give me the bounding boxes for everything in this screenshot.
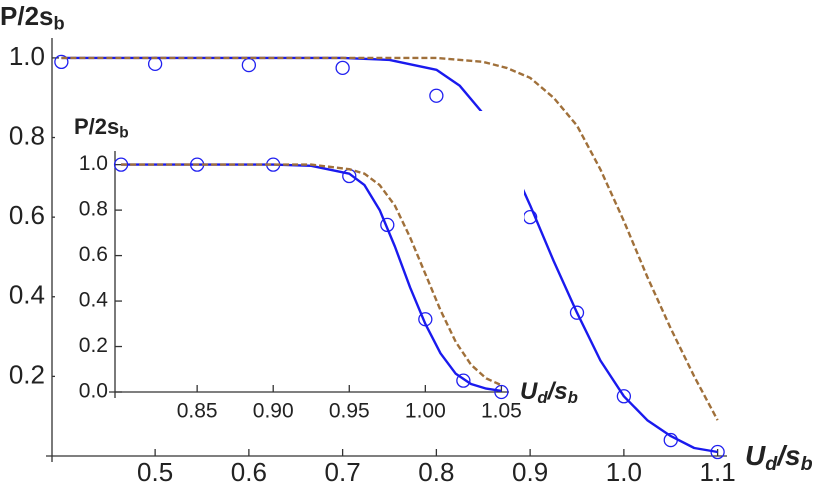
data-point bbox=[429, 88, 444, 103]
x-tick-label: 1.00 bbox=[405, 400, 446, 423]
x-axis-label-part: b bbox=[801, 453, 813, 475]
x-tick-label: 0.90 bbox=[253, 400, 294, 423]
x-tick-label: 0.85 bbox=[177, 400, 218, 423]
y-tick-label: 0.8 bbox=[9, 120, 45, 150]
y-tick-label: 1.0 bbox=[9, 41, 45, 71]
data-point bbox=[241, 57, 257, 73]
x-tick-label: 0.7 bbox=[325, 457, 361, 487]
x-axis-label: Ud/sb bbox=[520, 378, 578, 407]
x-tick-label: 0.5 bbox=[137, 457, 173, 487]
y-axis-label: P/2sb bbox=[0, 1, 65, 33]
y-tick-label: 1.0 bbox=[79, 152, 108, 175]
data-point bbox=[335, 60, 350, 76]
x-axis-label: Ud/sb bbox=[745, 440, 813, 475]
y-tick-label: 0.6 bbox=[79, 243, 108, 266]
x-axis-label-part: b bbox=[568, 388, 578, 407]
panel: 0.2 0.4 0.6 0.8 1.0 0.5 0.6 0.7 0.8 0.9 1.0 1.1 P/2s… bbox=[0, 1, 813, 487]
x-axis-label-part: /s bbox=[547, 378, 568, 405]
x-tick-label: 0.8 bbox=[418, 457, 454, 487]
x-tick-label: 0.6 bbox=[231, 457, 267, 487]
x-axis-label-part: /s bbox=[775, 440, 800, 471]
y-axis-label-sub: b bbox=[119, 125, 128, 142]
y-tick-label: 0.4 bbox=[9, 280, 45, 310]
y-axis-label-sub: b bbox=[54, 13, 65, 33]
y-tick-label: 0.4 bbox=[79, 289, 109, 312]
y-tick-label: 0.0 bbox=[79, 380, 108, 403]
x-axis-label-part: U bbox=[745, 440, 766, 471]
curve bbox=[121, 163, 502, 387]
x-axis-label-part: d bbox=[537, 388, 548, 407]
y-tick-label: 0.8 bbox=[79, 198, 108, 221]
y-tick-label: 0.6 bbox=[9, 200, 45, 230]
data-point bbox=[54, 54, 69, 70]
data-point bbox=[494, 384, 509, 400]
curve bbox=[61, 56, 719, 421]
y-tick-label: 0.2 bbox=[79, 334, 108, 357]
x-tick-label: 1.1 bbox=[700, 457, 736, 487]
x-tick-label: 0.9 bbox=[512, 457, 548, 487]
data-point bbox=[616, 389, 632, 404]
data-point bbox=[147, 56, 163, 72]
x-tick-label: 1.0 bbox=[606, 457, 642, 487]
x-tick-label: 0.95 bbox=[329, 400, 370, 423]
x-axis-label-part: U bbox=[520, 378, 538, 405]
y-axis-label-main: P/2s bbox=[74, 114, 119, 139]
y-axis-label-main: P/2s bbox=[0, 1, 54, 31]
y-axis-label: P/2sb bbox=[74, 114, 129, 142]
x-tick-label: 1.05 bbox=[481, 400, 522, 423]
y-tick-label: 0.2 bbox=[9, 359, 45, 389]
data-point bbox=[456, 373, 471, 388]
data-point bbox=[569, 305, 585, 320]
panel: 0.0 0.2 0.4 0.6 0.8 1.0 0.85 0.90 0.95 1.00 1.05 P/… bbox=[55, 111, 578, 427]
inset-background bbox=[55, 111, 524, 427]
x-axis-label-part: d bbox=[765, 453, 778, 475]
